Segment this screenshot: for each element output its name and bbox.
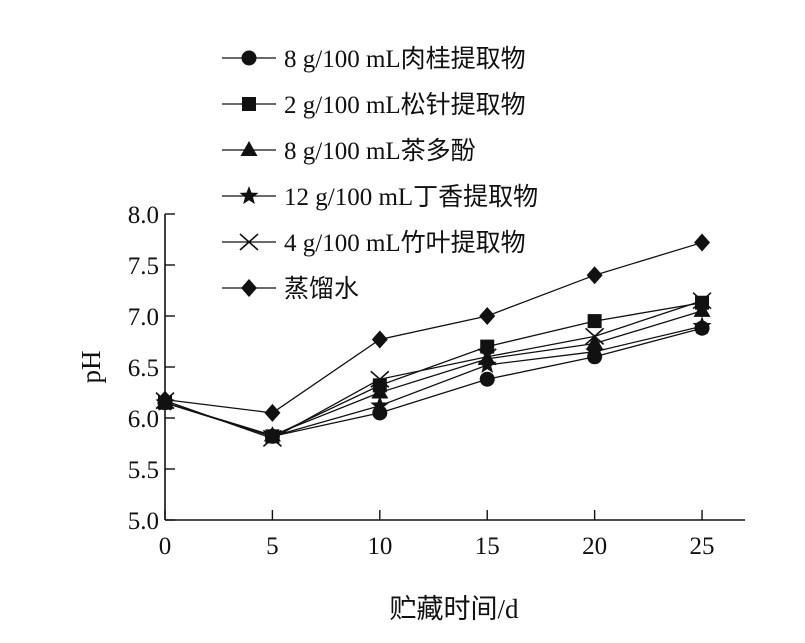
data-point bbox=[370, 395, 390, 414]
y-tick-label: 7.5 bbox=[128, 253, 159, 280]
x-marker-stroke bbox=[585, 327, 605, 345]
x-axis-title: 贮藏时间/d bbox=[389, 594, 519, 624]
series-line bbox=[164, 241, 703, 414]
series-line bbox=[164, 300, 703, 440]
legend-marker bbox=[241, 279, 257, 297]
legend-marker bbox=[239, 186, 259, 205]
legend-marker bbox=[242, 97, 256, 111]
series-layer bbox=[155, 233, 712, 447]
data-point bbox=[371, 330, 388, 349]
series-diamond bbox=[157, 233, 711, 422]
data-point bbox=[585, 341, 605, 360]
data-point bbox=[370, 370, 390, 388]
legend-marker bbox=[239, 233, 259, 251]
data-point bbox=[262, 426, 282, 445]
legend-entry: 4 g/100 mL竹叶提取物 bbox=[222, 229, 526, 257]
data-point bbox=[479, 307, 496, 325]
axes: 5.0 5.5 6.0 6.5 7.0 7.5 8.0 0 5 10 15 20 25 bbox=[128, 202, 745, 560]
legend-marker bbox=[240, 141, 258, 156]
y-tick-label: 5.5 bbox=[128, 457, 159, 484]
legend-entry: 12 g/100 mL丁香提取物 bbox=[222, 183, 538, 211]
data-point bbox=[587, 314, 602, 329]
series-line bbox=[164, 325, 703, 438]
legend-label: 4 g/100 mL竹叶提取物 bbox=[284, 229, 526, 257]
x-marker-stroke bbox=[370, 370, 390, 388]
data-point bbox=[477, 354, 497, 374]
data-point bbox=[477, 348, 497, 366]
data-point bbox=[264, 403, 281, 422]
data-point bbox=[262, 429, 282, 447]
y-tick-label: 6.5 bbox=[128, 355, 159, 382]
data-point bbox=[586, 266, 603, 285]
series-square bbox=[158, 295, 710, 444]
series-x bbox=[155, 292, 712, 447]
data-point bbox=[694, 233, 711, 252]
legend-label: 8 g/100 mL茶多酚 bbox=[284, 137, 476, 165]
x-marker-stroke bbox=[692, 292, 712, 310]
series-line bbox=[164, 327, 703, 438]
series-star bbox=[155, 316, 712, 445]
data-point bbox=[585, 327, 605, 345]
legend-label: 12 g/100 mL丁香提取物 bbox=[284, 183, 538, 211]
x-tick-label: 5 bbox=[266, 533, 279, 560]
legend-marker bbox=[241, 50, 257, 66]
y-axis-title: pH bbox=[76, 351, 106, 384]
data-point bbox=[692, 292, 712, 310]
legend-label: 8 g/100 mL肉桂提取物 bbox=[284, 45, 526, 73]
legend-entry: 2 g/100 mL松针提取物 bbox=[222, 91, 526, 119]
x-tick-label: 25 bbox=[690, 533, 715, 560]
y-tick-label: 5.0 bbox=[128, 508, 159, 535]
data-point bbox=[157, 390, 173, 409]
x-marker-stroke bbox=[262, 429, 282, 447]
x-tick-label: 20 bbox=[582, 533, 607, 560]
y-tick-label: 7.0 bbox=[128, 304, 159, 331]
series-line bbox=[164, 310, 703, 437]
data-point bbox=[479, 371, 495, 387]
legend-entry: 8 g/100 mL茶多酚 bbox=[222, 137, 476, 165]
y-tick-label: 6.0 bbox=[128, 406, 159, 433]
y-tick-label: 8.0 bbox=[128, 202, 159, 229]
legend-entry: 8 g/100 mL肉桂提取物 bbox=[222, 45, 526, 73]
legend-label: 蒸馏水 bbox=[284, 275, 359, 303]
series-triangle bbox=[156, 301, 711, 442]
series-line bbox=[164, 302, 703, 438]
x-tick-label: 10 bbox=[367, 533, 392, 560]
x-tick-label: 0 bbox=[159, 533, 172, 560]
data-point bbox=[692, 316, 712, 335]
data-point bbox=[371, 383, 389, 399]
data-point bbox=[480, 339, 495, 354]
x-tick-label: 15 bbox=[475, 533, 500, 560]
data-point bbox=[693, 301, 711, 317]
legend-entry: 蒸馏水 bbox=[222, 275, 359, 303]
x-marker-stroke bbox=[477, 348, 497, 366]
x-marker-stroke bbox=[239, 233, 259, 251]
legend: 8 g/100 mL肉桂提取物 2 g/100 mL松针提取物 8 g/100 mL… bbox=[222, 45, 538, 303]
legend-label: 2 g/100 mL松针提取物 bbox=[284, 91, 526, 119]
